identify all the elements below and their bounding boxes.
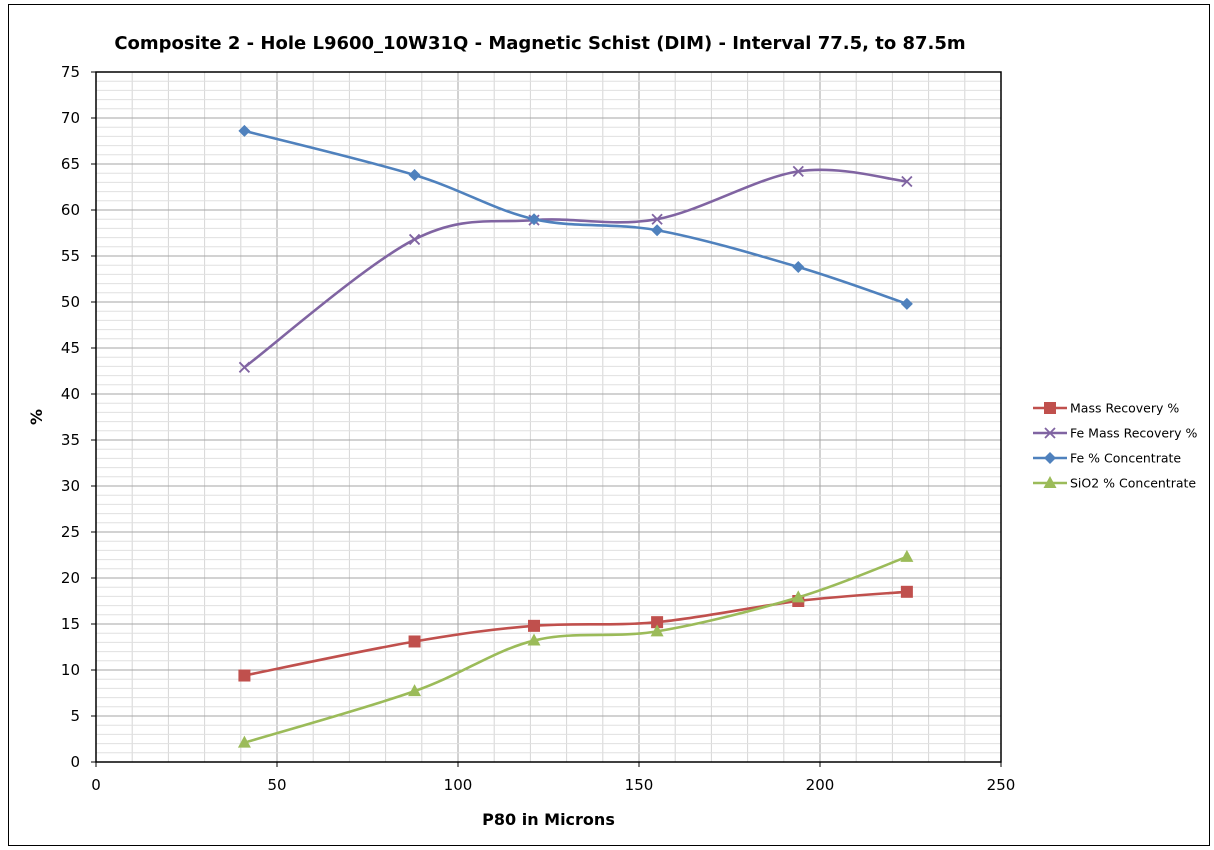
legend-label: Fe % Concentrate: [1070, 451, 1181, 466]
data-point-fe-mass-recovery: [238, 361, 251, 373]
y-tick-label: 75: [61, 63, 80, 81]
y-tick-label: 25: [61, 523, 80, 541]
legend-item-fe-concentrate: Fe % Concentrate: [1033, 451, 1181, 466]
y-tick-label: 0: [70, 753, 80, 771]
data-point-fe-mass-recovery: [651, 213, 663, 225]
series-fe-concentrate: [238, 124, 913, 310]
legend-marker-mass-recovery: [1044, 402, 1056, 414]
series-layer: [237, 124, 914, 748]
series-sio2-concentrate: [237, 549, 914, 748]
chart-grid: [95, 71, 1002, 763]
x-tick-label: 200: [806, 776, 835, 794]
chart-frame: Composite 2 - Hole L9600_10W31Q - Magnet…: [8, 4, 1210, 846]
legend-label: Fe Mass Recovery %: [1070, 426, 1198, 441]
y-tick-label: 10: [61, 661, 80, 679]
data-point-fe-concentrate: [528, 213, 541, 226]
y-tick-label: 45: [61, 339, 80, 357]
legend-item-mass-recovery: Mass Recovery %: [1033, 401, 1179, 416]
legend-marker-sio2-concentrate: [1043, 476, 1057, 488]
data-point-fe-mass-recovery: [792, 165, 804, 177]
data-point-fe-concentrate: [238, 124, 251, 137]
y-tick-label: 55: [61, 247, 80, 265]
data-point-sio2-concentrate: [791, 590, 805, 603]
legend: Mass Recovery % Fe Mass Recovery % Fe % Co…: [1033, 401, 1198, 491]
data-point-mass-recovery: [238, 669, 251, 682]
y-tick-label: 15: [61, 615, 80, 633]
y-tick-label: 5: [70, 707, 80, 725]
y-axis: 0 5 10 15 20 25 30 35 40 45 50 55 60 65 70 75: [61, 63, 96, 771]
y-tick-label: 65: [61, 155, 80, 173]
data-point-mass-recovery: [651, 616, 664, 629]
legend-label: SiO2 % Concentrate: [1070, 476, 1196, 491]
x-tick-label: 250: [987, 776, 1016, 794]
data-point-fe-concentrate: [792, 261, 805, 274]
data-point-mass-recovery: [408, 635, 421, 648]
x-axis: 0 50 100 150 200 250: [91, 762, 1015, 794]
data-point-sio2-concentrate: [527, 633, 541, 646]
data-point-fe-mass-recovery: [901, 175, 913, 188]
data-point-mass-recovery: [900, 585, 913, 598]
legend-marker-fe-mass-recovery: [1044, 427, 1056, 439]
series-line-sio2-concentrate: [244, 555, 908, 744]
x-tick-label: 0: [91, 776, 101, 794]
data-point-fe-concentrate: [900, 297, 913, 310]
legend-marker-fe-concentrate: [1044, 452, 1056, 464]
legend-item-sio2-concentrate: SiO2 % Concentrate: [1033, 476, 1196, 491]
y-axis-title: %: [27, 409, 46, 425]
y-tick-label: 35: [61, 431, 80, 449]
series-line-fe-concentrate: [244, 129, 908, 306]
chart-title: Composite 2 - Hole L9600_10W31Q - Magnet…: [114, 33, 965, 54]
y-tick-label: 40: [61, 385, 80, 403]
data-point-mass-recovery: [528, 619, 541, 632]
x-tick-label: 50: [267, 776, 286, 794]
data-point-sio2-concentrate: [237, 735, 251, 748]
line-chart: Composite 2 - Hole L9600_10W31Q - Magnet…: [27, 33, 1198, 829]
y-tick-label: 20: [61, 569, 80, 587]
x-axis-title: P80 in Microns: [482, 810, 615, 829]
data-point-sio2-concentrate: [650, 624, 664, 637]
y-tick-label: 50: [61, 293, 80, 311]
legend-item-fe-mass-recovery: Fe Mass Recovery %: [1033, 426, 1198, 441]
data-point-sio2-concentrate: [900, 549, 914, 562]
y-tick-label: 30: [61, 477, 80, 495]
x-tick-label: 150: [625, 776, 654, 794]
y-tick-label: 60: [61, 201, 80, 219]
x-tick-label: 100: [444, 776, 473, 794]
series-fe-mass-recovery: [238, 165, 913, 373]
data-point-sio2-concentrate: [408, 684, 422, 697]
data-point-fe-concentrate: [408, 169, 421, 182]
data-point-fe-mass-recovery: [408, 233, 421, 246]
legend-label: Mass Recovery %: [1070, 401, 1179, 416]
plot-area-border: [95, 71, 1002, 763]
data-point-fe-concentrate: [651, 224, 664, 237]
y-tick-label: 70: [61, 109, 80, 127]
